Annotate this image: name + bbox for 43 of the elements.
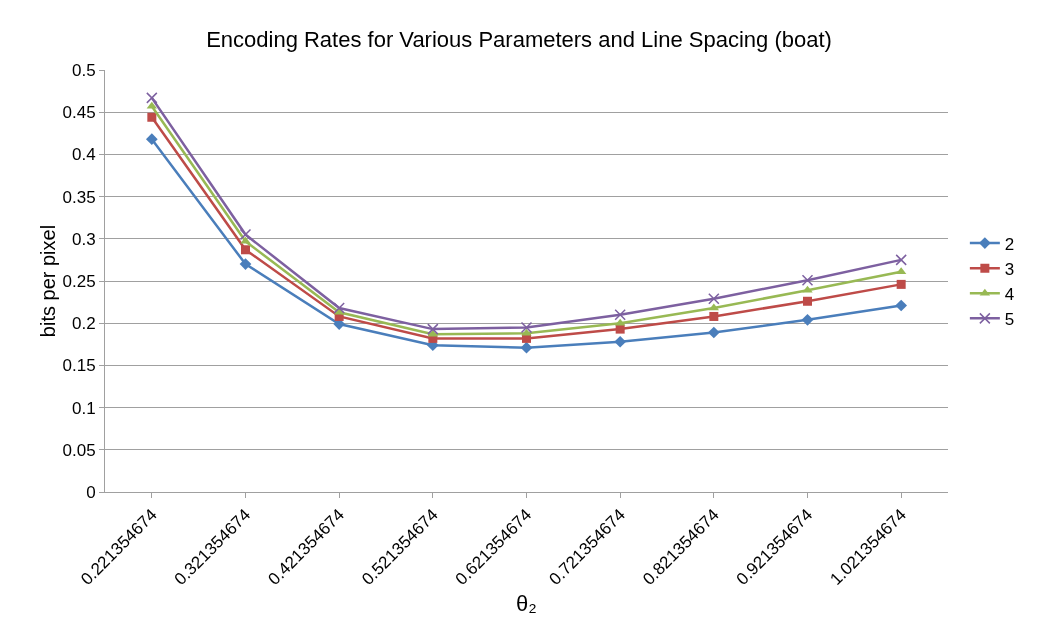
point <box>801 313 814 326</box>
point <box>520 321 533 334</box>
y-tick-label: 0.35 <box>62 187 96 207</box>
y-tick-label: 0.05 <box>62 440 96 460</box>
point <box>145 133 158 146</box>
point <box>241 245 250 255</box>
point <box>801 274 814 286</box>
point <box>333 302 345 314</box>
point <box>896 279 906 289</box>
x-axis-title: θ₂ <box>516 590 537 616</box>
point <box>708 292 720 305</box>
y-tick-label: 0.3 <box>71 229 96 249</box>
legend-label: 5 <box>1004 309 1015 329</box>
y-tick-label: 0.2 <box>71 314 96 334</box>
y-tick-label: 0.4 <box>71 145 96 165</box>
point <box>802 285 813 293</box>
y-tick-label: 0 <box>86 482 96 502</box>
point <box>239 228 252 241</box>
legend-label: 3 <box>1004 259 1015 279</box>
point <box>239 258 252 270</box>
point <box>147 112 157 122</box>
y-tick-label: 0.15 <box>62 356 96 376</box>
y-tick-label: 0.25 <box>62 271 96 291</box>
y-tick-label: 0.1 <box>71 398 96 418</box>
point <box>895 254 907 266</box>
y-tick-label: 0.45 <box>62 103 96 123</box>
point <box>615 324 625 334</box>
point <box>240 236 251 244</box>
point <box>520 341 533 354</box>
point <box>521 328 532 336</box>
legend-label: 2 <box>1004 234 1015 254</box>
y-tick-label: 0.5 <box>71 60 96 80</box>
point <box>614 309 626 321</box>
point <box>146 92 158 104</box>
point <box>895 299 908 312</box>
chart-title: Encoding Rates for Various Parameters and Line Spacing (boat) <box>206 26 832 52</box>
point <box>803 296 812 306</box>
point <box>614 335 627 348</box>
y-axis-title: bits per pixel <box>37 224 59 338</box>
legend-label: 4 <box>1004 284 1015 304</box>
point <box>707 326 720 339</box>
point <box>427 323 439 335</box>
point <box>709 311 719 321</box>
